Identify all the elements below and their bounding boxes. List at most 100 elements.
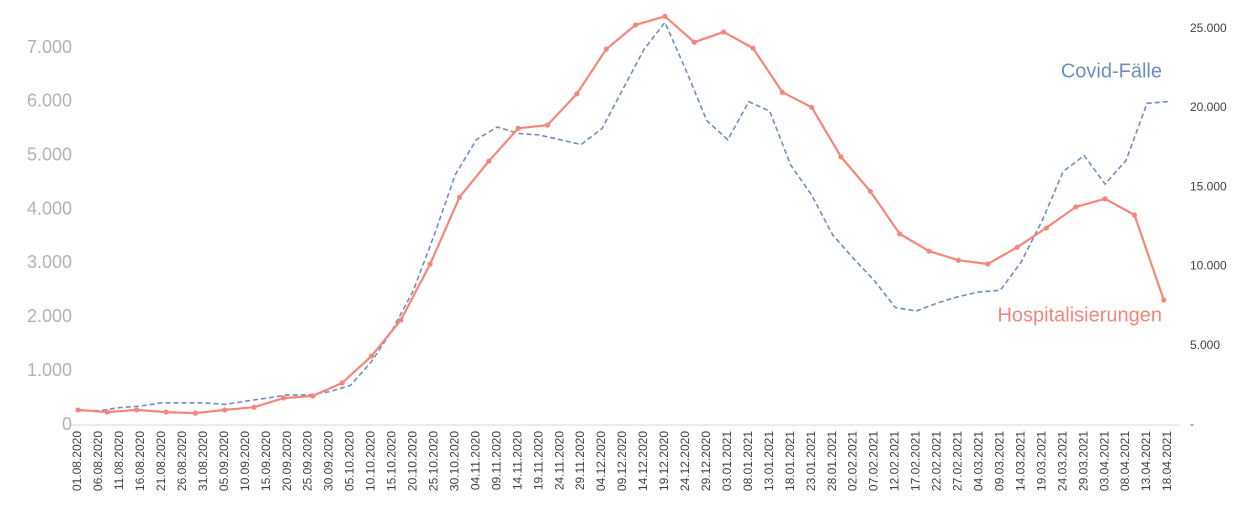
y-tick-label: 1.000	[27, 360, 72, 380]
x-tick-label: 17.02.2021	[909, 431, 923, 491]
y2-tick-label: -	[1190, 417, 1194, 431]
x-tick-label: 19.11.2020	[531, 431, 545, 490]
y-tick-label: 6.000	[27, 91, 72, 111]
x-tick-label: 01.08.2020	[70, 431, 84, 491]
point	[1102, 196, 1108, 202]
point	[838, 154, 844, 160]
series-line	[77, 15, 1165, 415]
x-tick-label: 15.10.2020	[385, 431, 399, 491]
x-tick-label: 24.12.2020	[678, 431, 692, 491]
point	[750, 45, 756, 51]
x-tick-label: 07.02.2021	[867, 431, 881, 491]
point	[955, 257, 961, 263]
x-tick-label: 04.03.2021	[972, 431, 986, 491]
x-tick-label: 26.08.2020	[175, 431, 189, 491]
series-line	[78, 20, 1169, 412]
y-tick-label: 7.000	[27, 37, 72, 57]
x-tick-label: 29.03.2021	[1076, 431, 1090, 491]
x-tick-label: 04.11.2020	[468, 431, 482, 490]
point	[603, 46, 609, 52]
x-tick-label: 16.08.2020	[133, 431, 147, 491]
x-tick-label: 21.08.2020	[154, 431, 168, 491]
point	[1014, 244, 1020, 250]
point	[310, 393, 316, 399]
point	[1131, 212, 1138, 218]
x-tick-label: 13.04.2021	[1139, 431, 1153, 491]
point	[486, 158, 492, 164]
x-tick-label: 14.11.2020	[510, 431, 524, 490]
x-tick-label: 12.02.2021	[888, 431, 902, 491]
point	[222, 407, 228, 413]
x-tick-label: 30.09.2020	[322, 431, 336, 491]
x-tick-label: 22.02.2021	[930, 431, 944, 491]
x-tick-label: 29.12.2020	[699, 431, 713, 491]
point	[280, 395, 287, 401]
x-tick-label: 09.03.2021	[992, 431, 1006, 491]
x-tick-label: 10.09.2020	[238, 431, 252, 491]
point	[339, 380, 345, 386]
point	[368, 353, 375, 359]
x-tick-label: 24.03.2021	[1055, 431, 1069, 491]
x-tick-label: 18.04.2021	[1160, 431, 1174, 491]
x-tick-label: 23.01.2021	[804, 431, 818, 491]
y-tick-label: 3.000	[27, 252, 72, 272]
x-tick-label: 08.04.2021	[1118, 431, 1132, 491]
point	[1043, 225, 1050, 231]
x-tick-label: 09.12.2020	[615, 431, 629, 491]
point	[632, 22, 639, 28]
x-tick-label: 19.03.2021	[1034, 431, 1048, 491]
x-tick-label: 03.04.2021	[1097, 431, 1111, 491]
x-tick-label: 05.09.2020	[217, 431, 231, 491]
x-tick-label: 10.10.2020	[364, 431, 378, 491]
point	[779, 89, 785, 95]
x-tick-label: 20.09.2020	[280, 431, 294, 491]
x-tick-label: 30.10.2020	[447, 431, 461, 491]
point	[691, 39, 697, 45]
y2-tick-label: 15.000	[1190, 179, 1227, 193]
y2-tick-label: 25.000	[1190, 21, 1227, 35]
point	[427, 261, 433, 267]
x-tick-label: 08.01.2021	[741, 431, 755, 491]
point	[897, 231, 903, 237]
point	[544, 122, 551, 128]
x-tick-label: 13.01.2021	[762, 431, 776, 491]
x-tick-label: 18.01.2021	[783, 431, 797, 491]
y2-tick-label: 20.000	[1190, 100, 1227, 114]
point	[75, 407, 81, 413]
point	[134, 407, 140, 413]
point	[1161, 297, 1167, 303]
x-tick-label: 20.10.2020	[406, 431, 420, 491]
x-tick-label: 02.02.2021	[846, 431, 860, 491]
y-tick-label: 2.000	[27, 306, 72, 326]
x-tick-label: 15.09.2020	[259, 431, 273, 491]
x-tick-label: 06.08.2020	[91, 431, 105, 491]
y2-tick-label: 10.000	[1190, 259, 1227, 273]
x-tick-label: 25.09.2020	[301, 431, 315, 491]
point	[163, 409, 169, 415]
x-tick-label: 31.08.2020	[196, 431, 210, 491]
point	[574, 91, 580, 97]
point	[192, 410, 198, 416]
point	[251, 404, 257, 410]
y-tick-label: 4.000	[27, 198, 72, 218]
point	[809, 104, 815, 110]
x-tick-label: 04.12.2020	[594, 431, 608, 491]
point	[867, 188, 873, 194]
x-tick-label: 14.03.2021	[1013, 431, 1027, 491]
x-tick-label: 11.08.2020	[112, 431, 126, 490]
y-tick-label: 0	[62, 414, 72, 434]
x-tick-label: 24.11.2020	[552, 431, 566, 490]
y2-tick-label: 5.000	[1190, 338, 1220, 352]
point	[456, 194, 463, 200]
x-tick-label: 25.10.2020	[427, 431, 441, 491]
series-label: Hospitalisierungen	[997, 304, 1162, 326]
x-tick-label: 29.11.2020	[573, 431, 587, 490]
point	[104, 409, 110, 415]
x-tick-label: 27.02.2021	[951, 431, 965, 491]
x-tick-label: 03.01.2021	[720, 431, 734, 491]
point	[1073, 204, 1079, 210]
series-label: Covid-Fälle	[1061, 60, 1162, 82]
point	[926, 248, 932, 254]
